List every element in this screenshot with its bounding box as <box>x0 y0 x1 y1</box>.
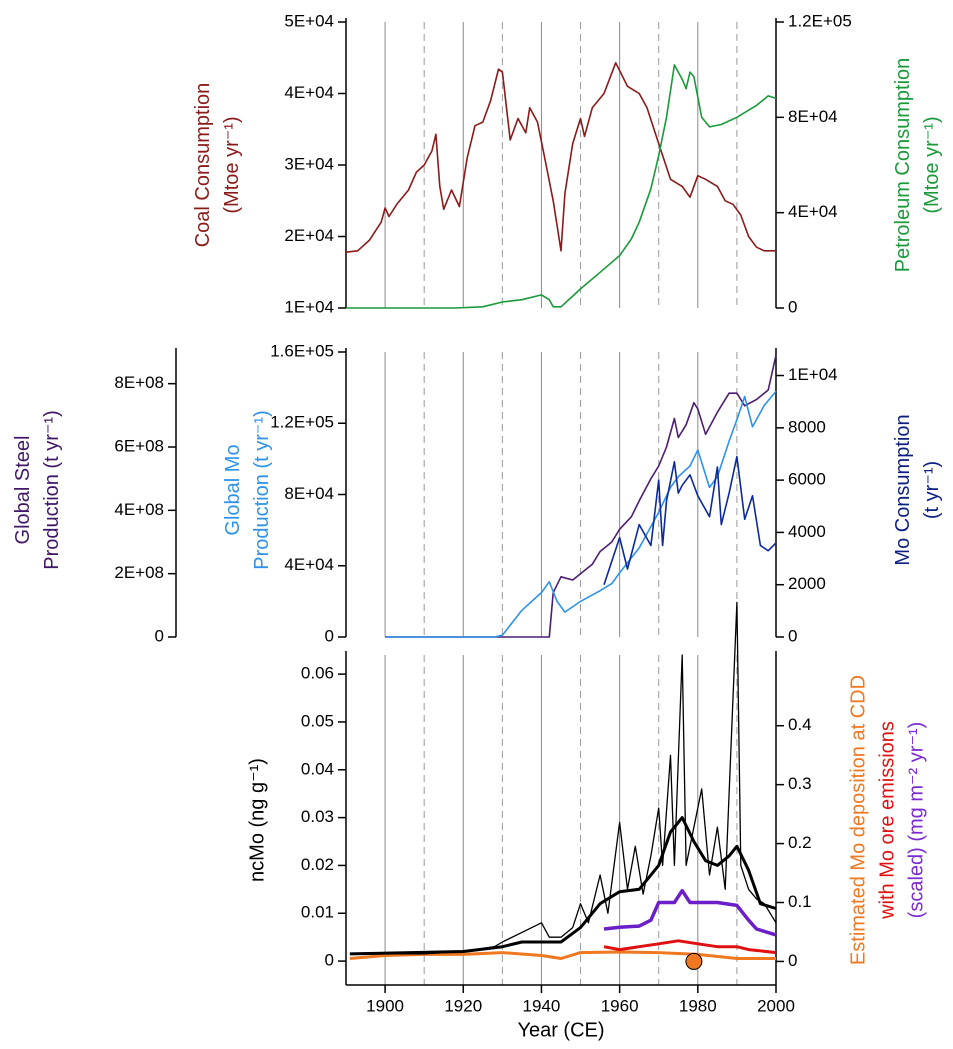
y-tick-label: 6000 <box>788 470 826 489</box>
x-tick-label: 1960 <box>601 996 639 1015</box>
axis-title: (Mtoe yr⁻¹) <box>921 116 943 213</box>
data-line <box>349 601 777 955</box>
y-tick-label: 2000 <box>788 574 826 593</box>
y-tick-label: 8E+04 <box>788 107 838 126</box>
y-tick-label: 1.2E+05 <box>270 413 334 432</box>
axis-title: (scaled) (mg m⁻² yr⁻¹) <box>905 722 927 919</box>
data-line <box>346 64 777 309</box>
axis-title: Mo Consumption <box>892 414 914 565</box>
y-tick-label: 0.02 <box>301 855 334 874</box>
y-tick-label: 0 <box>325 951 334 970</box>
y-tick-label: 0.04 <box>301 759 334 778</box>
x-tick-label: 1980 <box>679 996 717 1015</box>
data-line <box>385 355 777 638</box>
axis-title: Estimated Mo deposition at CDD <box>847 675 869 965</box>
y-tick-label: 4E+08 <box>114 500 164 519</box>
y-tick-label: 4000 <box>788 522 826 541</box>
data-line <box>345 62 776 253</box>
y-tick-label: 8000 <box>788 417 826 436</box>
data-line <box>603 939 777 955</box>
x-tick-label: 1940 <box>523 996 561 1015</box>
y-tick-label: 4E+04 <box>788 202 838 221</box>
y-tick-label: 8E+04 <box>284 484 334 503</box>
x-tick-label: 1900 <box>366 996 404 1015</box>
y-tick-label: 0.3 <box>788 774 812 793</box>
x-tick-label: 2000 <box>757 996 795 1015</box>
y-tick-label: 1.2E+05 <box>788 11 852 30</box>
y-tick-label: 6E+08 <box>114 436 164 455</box>
axis-title: ncMo (ng g⁻¹) <box>246 758 268 882</box>
y-tick-label: 1E+04 <box>788 365 838 384</box>
axis-title: (Mtoe yr⁻¹) <box>221 116 243 213</box>
y-tick-label: 4E+04 <box>284 83 334 102</box>
y-tick-label: 0.05 <box>301 711 334 730</box>
data-line <box>349 816 777 956</box>
data-line <box>603 888 777 937</box>
y-tick-label: 0.01 <box>301 903 334 922</box>
axis-title: Production (t yr⁻¹) <box>251 410 273 569</box>
data-point <box>685 952 703 970</box>
y-tick-label: 1.6E+05 <box>270 341 334 360</box>
y-tick-label: 0 <box>788 626 797 645</box>
y-tick-label: 0 <box>155 626 164 645</box>
y-tick-label: 0.03 <box>301 807 334 826</box>
axis-title: Global Steel <box>12 436 34 545</box>
x-axis-title: Year (CE) <box>517 1019 604 1041</box>
axis-title: with Mo ore emissions <box>876 721 898 920</box>
axis-title: Production (t yr⁻¹) <box>41 410 63 569</box>
y-tick-label: 0 <box>788 951 797 970</box>
y-tick-label: 1E+04 <box>284 297 334 316</box>
y-tick-label: 0.4 <box>788 715 812 734</box>
y-tick-label: 2E+04 <box>284 226 334 245</box>
axis-title: Petroleum Consumption <box>892 58 914 273</box>
x-tick-label: 1920 <box>444 996 482 1015</box>
y-tick-label: 0 <box>325 626 334 645</box>
axis-title: Coal Consumption <box>192 83 214 248</box>
y-tick-label: 3E+04 <box>284 154 334 173</box>
y-tick-label: 0.1 <box>788 892 812 911</box>
y-tick-label: 0 <box>788 297 797 316</box>
y-tick-label: 4E+04 <box>284 555 334 574</box>
y-tick-label: 0.06 <box>301 664 334 683</box>
y-tick-label: 5E+04 <box>284 11 334 30</box>
y-tick-label: 0.2 <box>788 833 812 852</box>
axis-title: (t yr⁻¹) <box>921 461 943 519</box>
axis-title: Global Mo <box>222 444 244 535</box>
data-line <box>385 390 777 638</box>
y-tick-label: 8E+08 <box>114 373 164 392</box>
y-tick-label: 2E+08 <box>114 563 164 582</box>
data-line <box>603 455 777 585</box>
